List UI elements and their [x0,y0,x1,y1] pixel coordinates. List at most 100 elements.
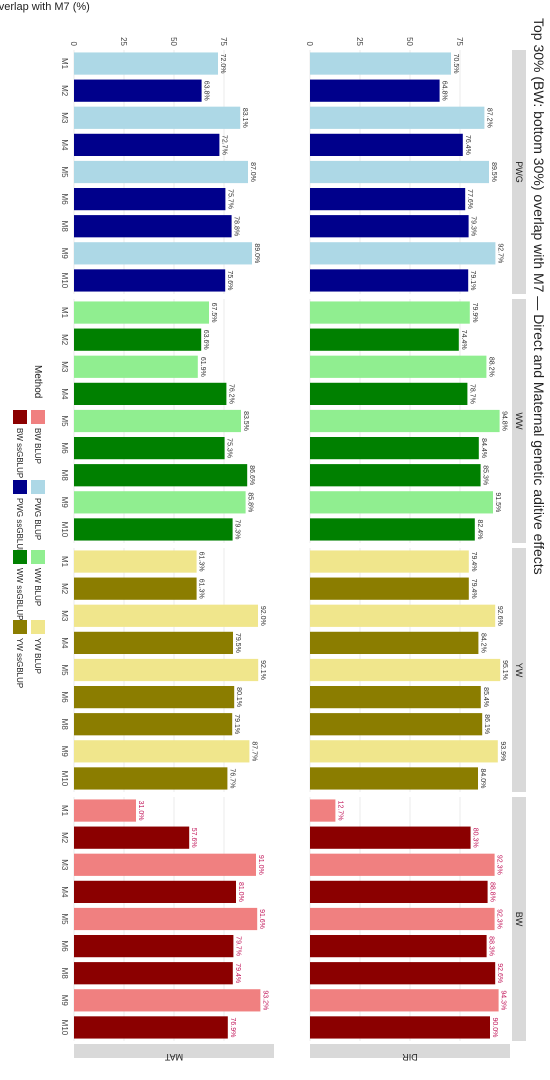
x-tick-label: M8 [60,221,69,233]
legend-label: BW BLUP [33,428,42,464]
panel-bw-mat: 31.0% M1 57.6% M2 91.0% M3 81.0% M4 91.6% M5 79.7%… [60,797,274,1041]
bar-m9 [74,242,252,265]
bar-m1 [310,301,470,324]
facet-strip-pwg [512,50,526,294]
x-tick-label: M2 [60,832,69,844]
bar-m4 [310,382,468,406]
bar-m6 [74,436,225,460]
x-tick-label: M6 [60,941,69,953]
legend-swatch [13,620,27,634]
data-label: 91.5% [494,492,501,512]
data-label: 74.4% [460,330,467,350]
data-label: 79.1% [233,714,240,734]
facet-label-bw: BW [514,912,524,927]
x-tick-label: M8 [60,719,69,731]
bar-m4 [74,133,220,157]
x-tick-label: M2 [60,85,69,97]
x-tick-label: M2 [60,583,69,595]
facet-label-dir: DIR [402,1052,418,1062]
facet-label-ww: WW [514,413,524,430]
data-label: 76.7% [228,769,235,789]
bar-m10 [310,1016,490,1039]
x-tick-label: M9 [60,497,69,509]
y-axis-title: Overlap with M7 (%) [0,1,90,13]
data-label: 92.7% [496,243,503,263]
legend-label: WW ssGBLUP [15,568,24,620]
data-label: 91.0% [257,855,264,875]
data-label: 79.4% [470,552,477,572]
x-tick-label: M3 [60,610,69,622]
data-label: 93.9% [499,741,506,761]
data-label: 64.8% [441,81,448,101]
facet-panels: PWG 70.5% 64.8% 87.2% 76.4% 89.5% 77.6% 79.3% 92… [60,37,526,1062]
bar-m8 [74,215,232,238]
x-tick-label: M6 [60,194,69,206]
legend-label: PWG BLUP [33,498,42,540]
bar-m2 [74,328,202,351]
data-label: 85.4% [482,687,489,707]
x-tick-label: M3 [60,361,69,373]
legend-swatch [31,410,45,424]
bar-m6 [309,934,487,958]
legend-swatch [13,550,27,564]
data-label: 63.6% [202,330,209,350]
data-label: 83.1% [241,108,248,128]
data-label: 86.6% [248,465,255,485]
y-tick-label: 0 [305,42,314,47]
data-label: 80.1% [235,687,242,707]
panel-ww-mat: 67.5% M1 63.6% M2 61.9% M3 76.2% M4 83.5% M5 75.3%… [60,299,274,543]
legend-swatch [31,620,45,634]
data-label: 92.3% [496,855,503,875]
bar-m8 [309,464,481,487]
data-label: 94.8% [501,411,508,431]
chart-title: Top 30% (BW: bottom 30%) overlap with M7… [531,18,547,575]
bar-m3 [310,106,485,129]
data-label: 88.3% [488,936,495,956]
x-tick-label: M3 [60,112,69,124]
data-label: 92.3% [496,909,503,929]
legend-label: YW ssGBLUP [15,638,24,688]
bar-m9 [74,740,250,763]
data-label: 31.0% [137,801,144,821]
facet-strip-yw [512,548,526,792]
x-tick-label: M4 [60,139,69,151]
x-tick-label: M6 [60,443,69,455]
y-tick-label: 75 [219,37,228,46]
bar-m2 [74,826,190,849]
bar-m6 [310,436,479,460]
data-label: 82.4% [476,520,483,540]
panel-bw-dir: 12.7%80.3%92.3%88.8%92.3%88.3%92.6%94.3%… [309,797,510,1041]
bar-m10 [74,767,228,790]
data-label: 87.2% [485,108,492,128]
legend-swatch [31,480,45,494]
x-tick-label: M5 [60,166,69,178]
data-label: 92.6% [496,963,503,983]
y-tick-label: 25 [119,37,128,46]
bar-m2 [310,328,459,351]
data-label: 80.3% [472,828,479,848]
x-tick-label: M3 [60,859,69,871]
bar-m3 [310,355,487,378]
bar-m3 [74,106,241,129]
bar-m4 [74,880,236,904]
data-label: 78.7% [468,384,475,404]
bar-m6 [74,187,226,211]
bar-m6 [74,685,235,709]
bar-m5 [74,907,258,931]
data-label: 72.0% [219,54,226,74]
x-tick-label: M8 [60,968,69,980]
panel-pwg-dir: 70.5% 64.8% 87.2% 76.4% 89.5% 77.6% 79.3% 92.7%… [309,50,510,294]
panel-pwg-mat: 72.0% M1 63.8% M2 83.1% M3 72.7% M4 87.0% M5 75.7%… [60,50,274,294]
bar-m8 [310,713,483,736]
data-label: 79.4% [234,963,241,983]
bar-m1 [74,52,218,75]
data-label: 76.9% [229,1018,236,1038]
data-label: 61.3% [198,552,205,572]
data-label: 75.3% [226,438,233,458]
y-tick-label: 50 [169,37,178,46]
data-label: 77.6% [466,189,473,209]
bar-m4 [310,133,463,157]
x-tick-label: M10 [60,522,69,538]
y-tick-label: 50 [405,37,414,46]
data-label: 79.7% [234,936,241,956]
